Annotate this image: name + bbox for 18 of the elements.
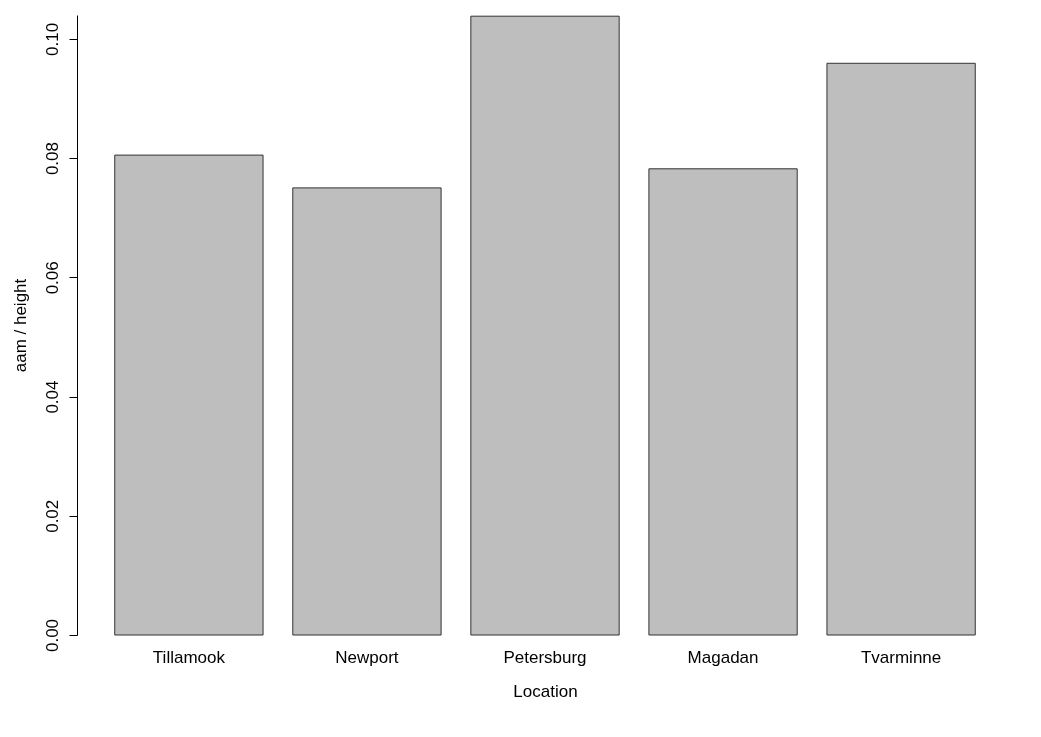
y-tick-label: 0.08 bbox=[42, 142, 62, 176]
x-tick-label: Petersburg bbox=[503, 647, 587, 667]
y-tick-label: 0.06 bbox=[42, 261, 62, 295]
y-axis-title: aam / height bbox=[10, 278, 30, 373]
y-tick-label: 0.02 bbox=[42, 499, 62, 533]
x-axis-title: Location bbox=[513, 681, 578, 701]
bar bbox=[292, 187, 442, 636]
bar bbox=[648, 168, 798, 636]
bar bbox=[470, 15, 620, 636]
x-tick-label: Tillamook bbox=[152, 647, 226, 667]
x-tick-label: Newport bbox=[335, 647, 399, 667]
y-tick-label: 0.10 bbox=[42, 22, 62, 56]
y-tick-label: 0.00 bbox=[42, 618, 62, 653]
x-tick-label: Magadan bbox=[687, 647, 759, 667]
y-tick-label: 0.04 bbox=[42, 380, 62, 414]
bar bbox=[114, 154, 264, 636]
x-tick-label: Tvarminne bbox=[860, 647, 942, 667]
bar bbox=[826, 62, 976, 636]
